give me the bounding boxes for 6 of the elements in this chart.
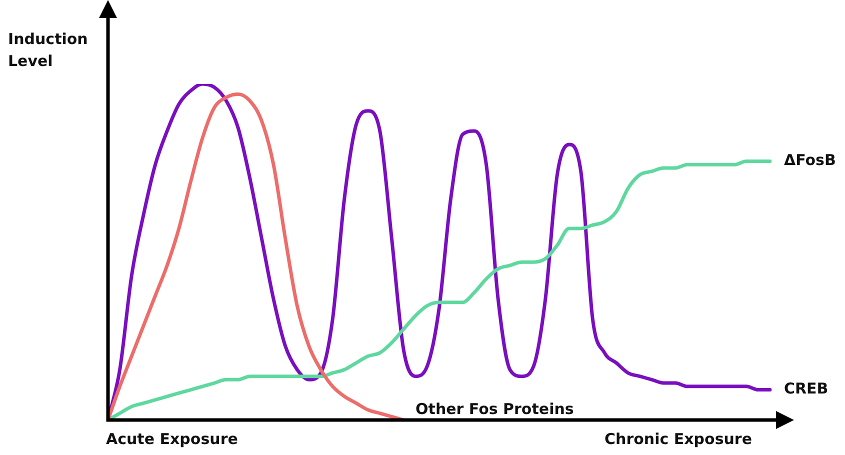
series-label: CREB: [784, 380, 828, 398]
y-axis-title: Induction Level: [8, 29, 89, 72]
series-label: ΔFosB: [784, 151, 836, 170]
text: Chronic Exposure: [604, 430, 752, 448]
series-label: Other Fos Proteins: [416, 400, 574, 418]
text: Acute Exposure: [106, 430, 238, 448]
